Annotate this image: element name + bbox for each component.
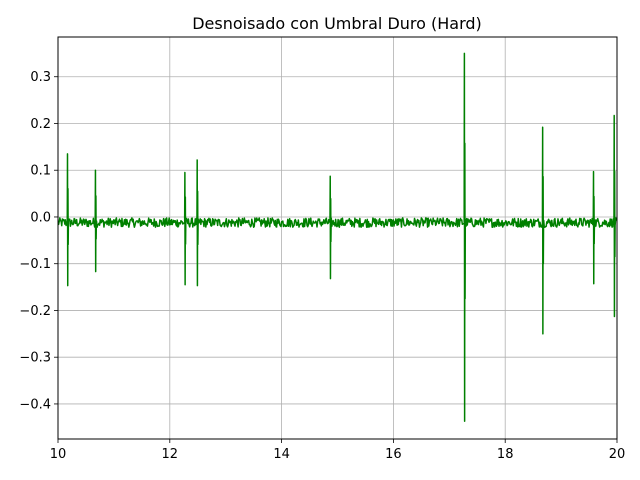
plot-area — [58, 52, 617, 422]
y-tick-label: −0.1 — [19, 257, 51, 272]
grid-lines — [57, 37, 618, 439]
axis-ticks: 10 12 14 16 18 20 0.3 0.2 0.1 0.0 −0.1 −0.2 −0.3 −0.4 — [19, 70, 625, 462]
x-tick-label: 16 — [385, 447, 402, 462]
y-tick-label: −0.2 — [19, 304, 51, 319]
series-line — [58, 52, 617, 422]
y-tick-label: −0.3 — [19, 351, 51, 366]
x-tick-label: 14 — [273, 447, 290, 462]
y-tick-label: 0.1 — [30, 164, 51, 179]
x-tick-label: 10 — [50, 447, 67, 462]
axes-frame — [57, 36, 618, 440]
x-tick-label: 20 — [609, 447, 626, 462]
y-tick-label: 0.0 — [30, 210, 51, 225]
x-tick-label: 18 — [497, 447, 514, 462]
y-tick-label: −0.4 — [19, 397, 51, 412]
y-tick-label: 0.3 — [30, 70, 51, 85]
y-tick-label: 0.2 — [30, 117, 51, 132]
x-tick-label: 12 — [162, 447, 179, 462]
chart-title: Desnoisado con Umbral Duro (Hard) — [192, 14, 482, 33]
